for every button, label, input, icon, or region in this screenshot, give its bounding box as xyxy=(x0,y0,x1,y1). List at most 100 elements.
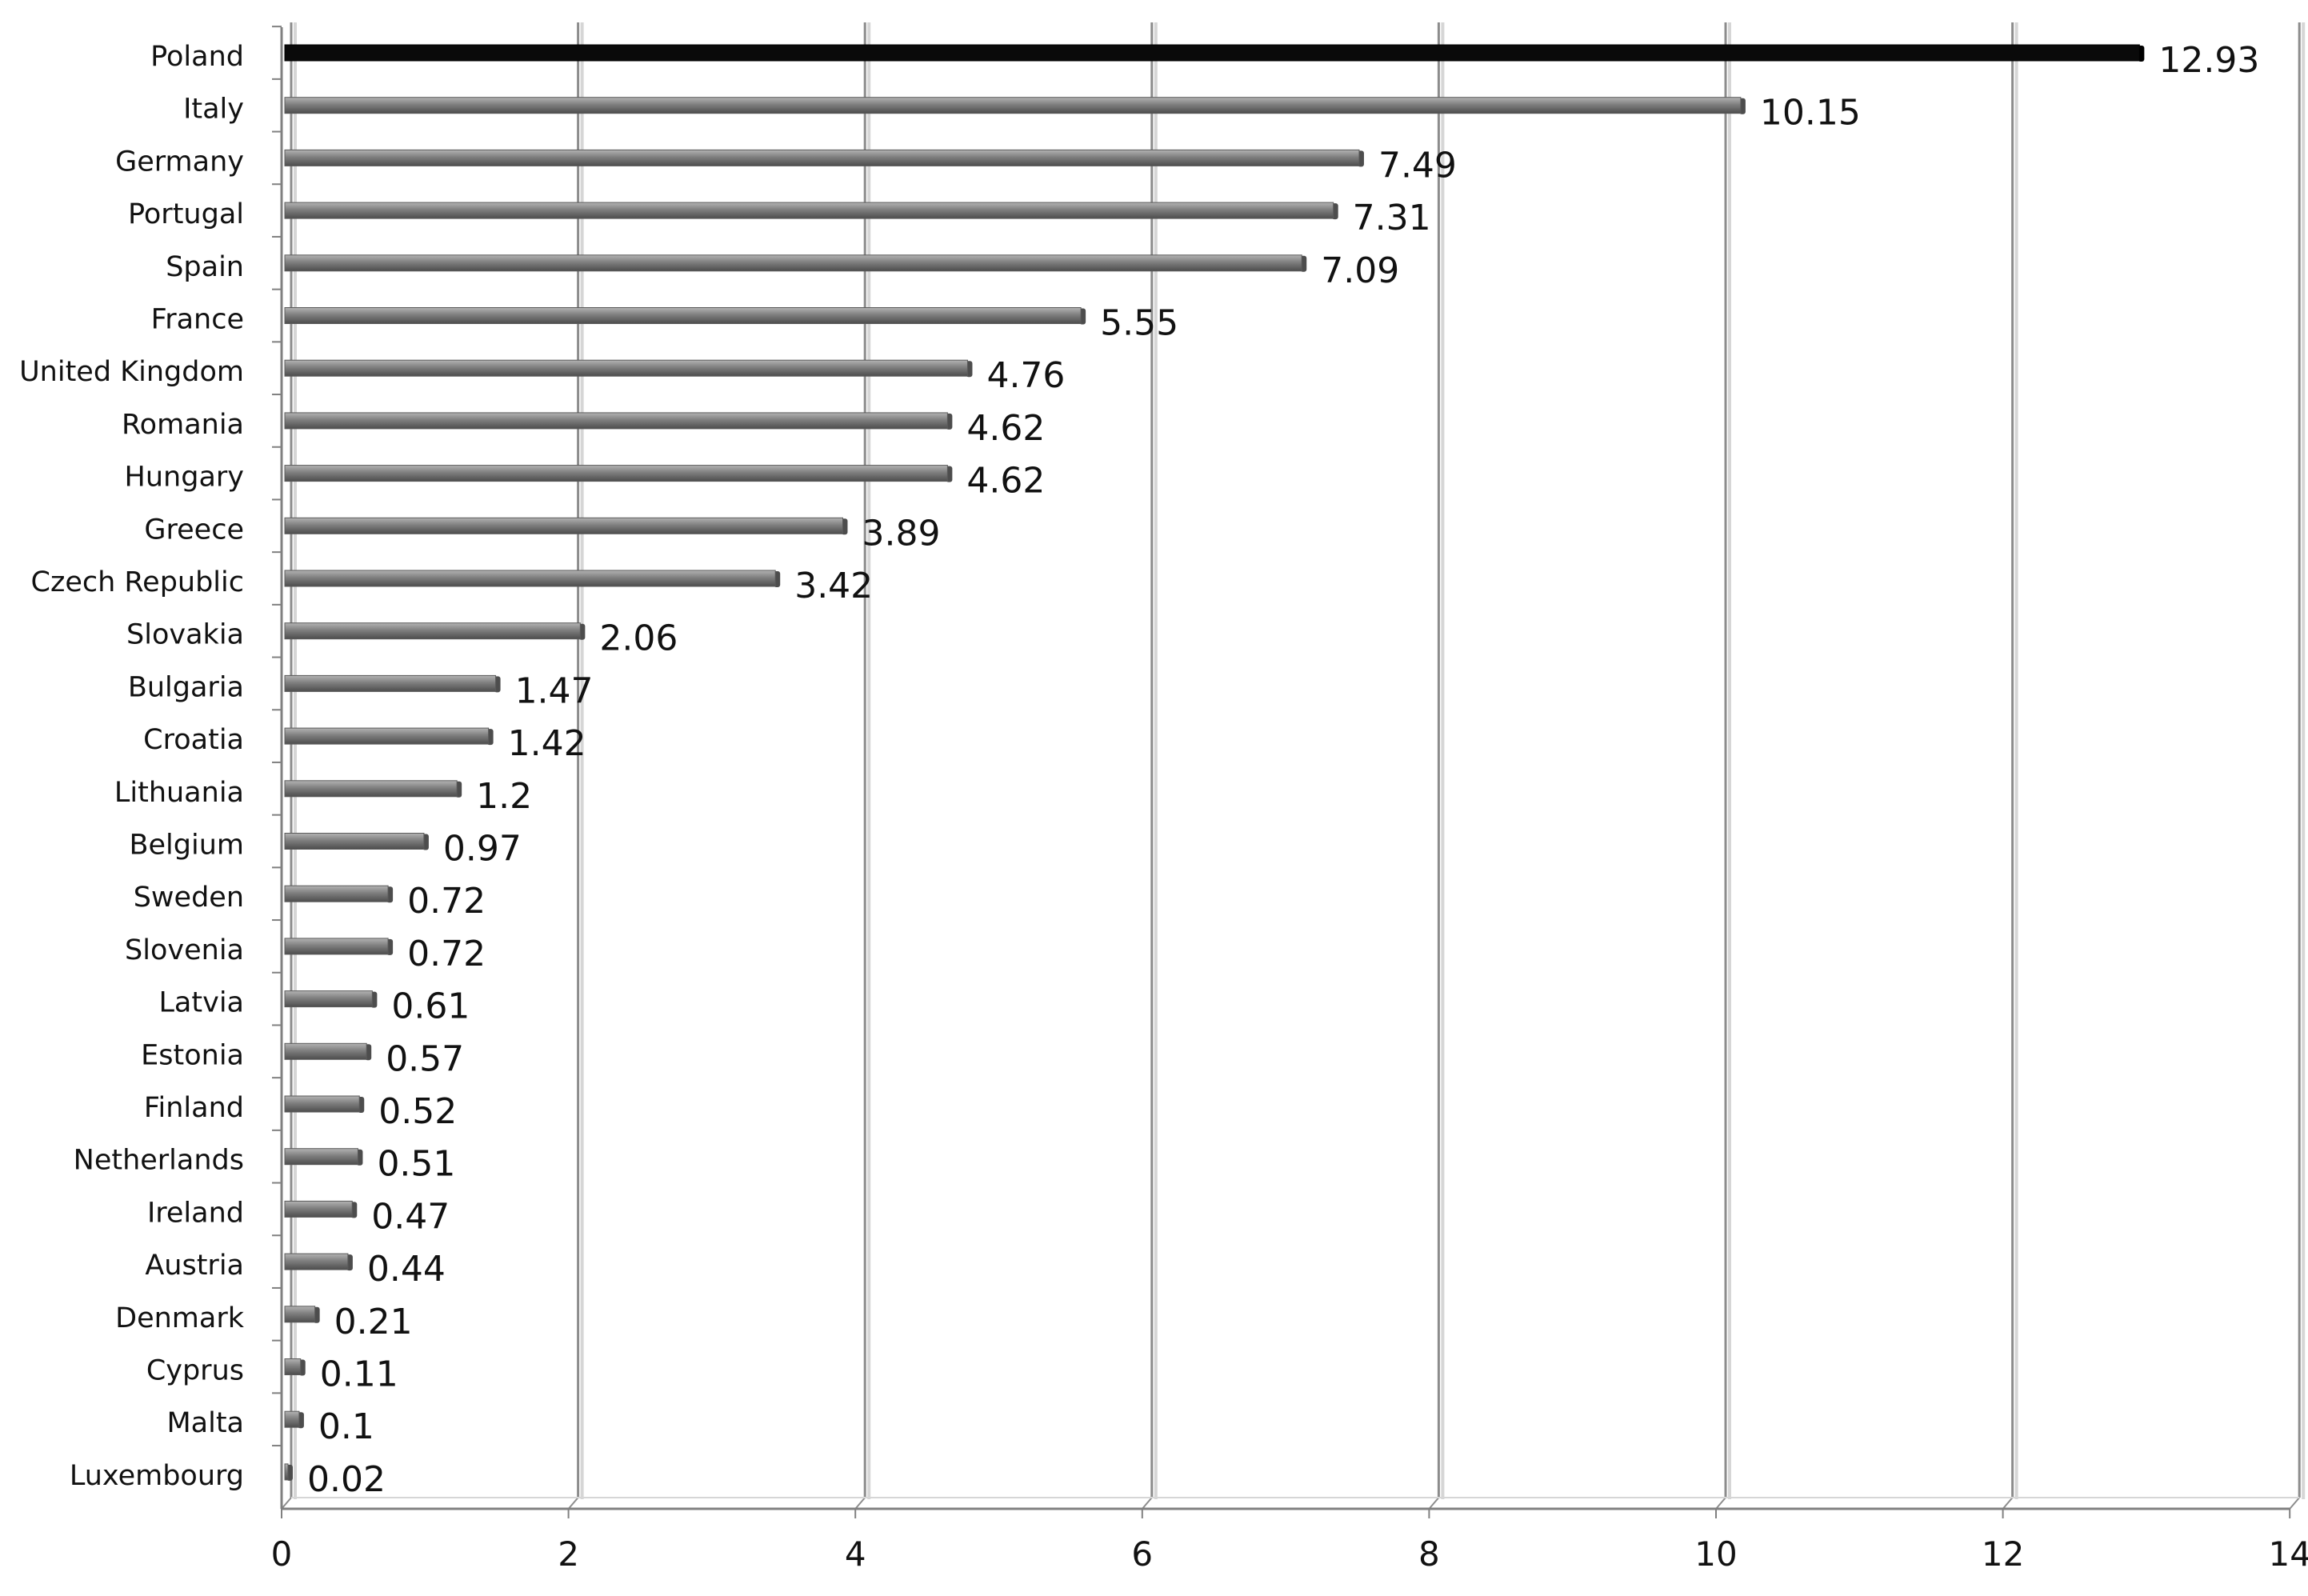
data-label: 0.47 xyxy=(371,1196,450,1237)
x-tick-label: 6 xyxy=(1131,1534,1153,1574)
data-label: 0.44 xyxy=(367,1249,446,1290)
data-label: 0.61 xyxy=(391,986,470,1027)
data-label: 7.31 xyxy=(1353,198,1431,238)
category-label: United Kingdom xyxy=(19,356,244,388)
category-label: Cyprus xyxy=(146,1355,244,1387)
data-label: 0.72 xyxy=(407,934,486,974)
data-label: 2.06 xyxy=(599,618,678,659)
bar xyxy=(284,727,490,745)
x-tick-label: 14 xyxy=(2268,1534,2308,1574)
bar xyxy=(284,1042,367,1060)
bar xyxy=(284,517,843,534)
bar xyxy=(284,570,776,587)
data-label: 0.1 xyxy=(318,1406,374,1447)
bar xyxy=(284,359,968,377)
x-tick-label: 4 xyxy=(845,1534,866,1574)
bar xyxy=(284,1358,302,1375)
data-label: 0.97 xyxy=(443,829,522,870)
bar xyxy=(284,44,2140,62)
category-label: Slovakia xyxy=(126,619,244,651)
x-tick-label: 10 xyxy=(1694,1534,1737,1574)
data-label: 10.15 xyxy=(1760,93,1861,134)
data-label: 0.02 xyxy=(307,1459,386,1500)
bar xyxy=(284,1306,316,1323)
category-label: Czech Republic xyxy=(31,566,244,598)
category-label: Portugal xyxy=(128,198,244,230)
x-tick-label: 2 xyxy=(558,1534,579,1574)
data-label: 4.76 xyxy=(986,355,1065,396)
x-tick-label: 0 xyxy=(271,1534,293,1574)
gridline-floor xyxy=(2002,1497,2014,1510)
category-label: Latvia xyxy=(158,987,244,1019)
category-label: Bulgaria xyxy=(128,671,244,703)
bar xyxy=(284,1410,300,1428)
category-label: Malta xyxy=(166,1407,244,1439)
bar xyxy=(284,307,1082,324)
bar xyxy=(284,1095,360,1113)
bar xyxy=(284,990,373,1008)
data-label: 0.11 xyxy=(320,1354,398,1395)
data-label: 0.57 xyxy=(386,1038,464,1079)
bar xyxy=(284,622,581,640)
category-label: Slovenia xyxy=(125,934,244,966)
category-label: Hungary xyxy=(125,462,244,494)
gridline-floor xyxy=(1142,1497,1153,1510)
category-label: Ireland xyxy=(147,1197,244,1229)
data-label: 0.51 xyxy=(377,1144,455,1185)
category-labels: Poland Italy Germany Portugal Spain France Uni… xyxy=(19,41,245,1492)
bar xyxy=(284,202,1334,219)
category-label: Lithuania xyxy=(114,777,244,809)
data-label: 5.55 xyxy=(1100,303,1178,344)
bar xyxy=(284,1200,353,1218)
bar xyxy=(284,885,389,902)
bar xyxy=(284,412,948,430)
x-axis-tick-labels: 0 2 4 6 8 10 12 14 xyxy=(271,1534,2308,1574)
data-label: 1.2 xyxy=(476,776,532,817)
category-label: Croatia xyxy=(143,724,244,756)
gridline-floor xyxy=(567,1497,579,1510)
bar xyxy=(284,97,1742,114)
bar xyxy=(284,149,1360,166)
category-label: Sweden xyxy=(134,882,244,914)
data-label: 3.89 xyxy=(862,513,940,554)
x-tick-label: 12 xyxy=(1982,1534,2024,1574)
category-label: Finland xyxy=(144,1092,244,1124)
bar xyxy=(284,674,497,692)
gridline-floor xyxy=(1715,1497,1726,1510)
data-label: 0.72 xyxy=(407,881,486,922)
bar xyxy=(284,1148,358,1166)
data-label: 1.42 xyxy=(508,723,586,764)
category-label: Greece xyxy=(144,514,244,546)
bar xyxy=(284,465,948,482)
bars xyxy=(284,44,2145,1481)
category-label: Germany xyxy=(115,146,244,178)
data-label: 0.21 xyxy=(334,1302,413,1342)
bar xyxy=(284,938,389,955)
bar xyxy=(284,1463,289,1481)
data-label: 4.62 xyxy=(966,408,1045,449)
category-label: Spain xyxy=(166,251,244,283)
category-label: Estonia xyxy=(141,1039,244,1071)
value-labels: 12.93 10.15 7.49 7.31 7.09 5.55 4.76 4.62 4.62 3.… xyxy=(307,40,2259,1500)
category-label: Austria xyxy=(145,1250,244,1282)
data-label: 3.42 xyxy=(794,566,873,606)
gridline-floor xyxy=(281,1497,292,1510)
data-label: 0.52 xyxy=(378,1091,457,1132)
data-label: 4.62 xyxy=(966,461,1045,502)
axes xyxy=(272,26,2300,1518)
gridline-floor xyxy=(1428,1497,1440,1510)
data-label: 1.47 xyxy=(515,670,594,711)
category-label: Luxembourg xyxy=(70,1460,244,1492)
category-label: Denmark xyxy=(115,1302,245,1334)
data-label: 12.93 xyxy=(2158,40,2259,81)
bar xyxy=(284,1253,349,1270)
bar xyxy=(284,780,458,798)
bar xyxy=(284,254,1302,272)
gridline-floor xyxy=(854,1497,866,1510)
bar xyxy=(284,833,425,850)
gridline-floor xyxy=(2289,1497,2300,1510)
category-label: Romania xyxy=(122,409,244,441)
gridlines xyxy=(281,22,2306,1510)
